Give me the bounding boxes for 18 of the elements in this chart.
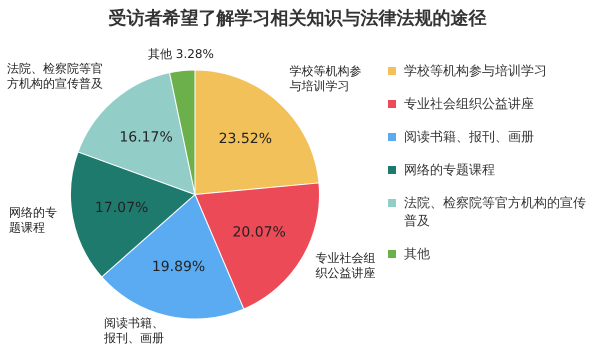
slice-label: 学校等机构参与培训学习 — [290, 64, 362, 93]
text: 其他 3.28% — [148, 46, 214, 61]
data-label: 16.17% — [119, 130, 173, 146]
legend-label: 阅读书籍、报刊、画册 — [404, 129, 534, 146]
legend-label: 网络的专题课程 — [404, 162, 495, 179]
data-label: 19.89% — [152, 259, 206, 276]
chart-title: 受访者希望了解学习相关知识与法律法规的途径 — [108, 7, 488, 30]
text: 法院、检察院等官方机构的宣传普及 — [6, 61, 103, 90]
legend-label: 专业社会组织公益讲座 — [404, 96, 534, 113]
legend-label: 其他 — [404, 246, 430, 263]
data-label: 23.52% — [218, 130, 272, 147]
data-label: 20.07% — [232, 224, 286, 240]
text: 网络的专题课程 — [8, 205, 57, 234]
legend-label: 法院、检察院等官方机构的宣传普及 — [404, 195, 587, 230]
legend-label: 学校等机构参与培训学习 — [404, 63, 547, 80]
slice-label: 阅读书籍、报刊、画册 — [103, 316, 164, 346]
slice-label: 专业社会组织公益讲座 — [316, 251, 376, 280]
data-label: 17.07% — [94, 200, 148, 216]
